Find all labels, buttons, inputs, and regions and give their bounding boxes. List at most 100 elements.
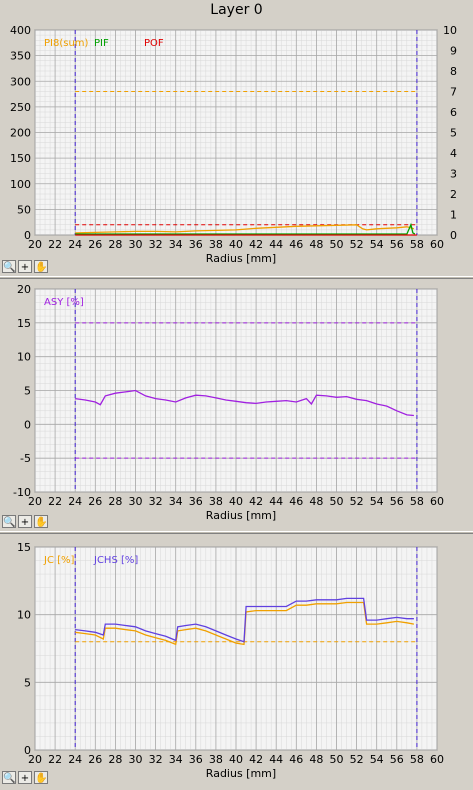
x-tick-label: 50 — [330, 238, 344, 251]
x-tick-label: 52 — [350, 495, 364, 508]
x-tick-label: 38 — [209, 753, 223, 766]
y-tick-label: 350 — [10, 50, 31, 63]
x-tick-label: 48 — [309, 238, 323, 251]
series-line-0 — [75, 601, 415, 646]
y-tick-label: 200 — [10, 127, 31, 140]
x-tick-label: 60 — [430, 495, 444, 508]
chart-pi-errors: 20 22 24 26 28 30 32 34 36 38 40 42 44 46 48 50 52 54 56 58… — [10, 24, 457, 265]
zoom-icon[interactable]: 🔍 — [2, 771, 16, 784]
x-axis-label: Radius [mm] — [206, 252, 276, 265]
series-line-0 — [75, 224, 415, 234]
x-tick-label: 42 — [249, 753, 263, 766]
x-tick-label: 22 — [48, 238, 62, 251]
x-tick-label: 24 — [68, 753, 82, 766]
plus-button[interactable]: + — [18, 260, 32, 273]
x-tick-label: 58 — [410, 495, 424, 508]
legend-entry: PI8(sum) — [44, 38, 89, 49]
legend-entry: POF — [144, 38, 164, 49]
y-tick-label: 5 — [24, 676, 31, 689]
y-tick-label: 0 — [24, 229, 31, 242]
zoom-icon[interactable]: 🔍 — [2, 260, 16, 273]
y2-tick-label: 0 — [450, 229, 457, 242]
plus-button[interactable]: + — [18, 515, 32, 528]
zoom-icon[interactable]: 🔍 — [2, 515, 16, 528]
legend-entry: JC [%] — [43, 555, 75, 566]
x-axis-label: Radius [mm] — [206, 767, 276, 780]
x-tick-label: 44 — [269, 753, 283, 766]
y2-tick-label: 5 — [450, 127, 457, 140]
x-tick-label: 34 — [169, 238, 183, 251]
y2-tick-label: 1 — [450, 209, 457, 222]
x-tick-label: 40 — [229, 753, 243, 766]
x-tick-label: 48 — [309, 495, 323, 508]
y-tick-label: 10 — [17, 609, 31, 622]
x-tick-label: 34 — [169, 753, 183, 766]
x-tick-label: 44 — [269, 495, 283, 508]
legend-entry: JCHS [%] — [93, 555, 138, 566]
x-tick-label: 50 — [330, 495, 344, 508]
x-tick-label: 42 — [249, 238, 263, 251]
divider — [0, 531, 473, 534]
x-tick-label: 36 — [189, 753, 203, 766]
x-tick-label: 46 — [289, 753, 303, 766]
x-tick-label: 58 — [410, 753, 424, 766]
y-tick-label: -10 — [13, 486, 31, 499]
x-tick-label: 38 — [209, 238, 223, 251]
x-tick-label: 26 — [88, 753, 102, 766]
x-tick-label: 20 — [28, 753, 42, 766]
series-line-1 — [75, 597, 414, 643]
x-tick-label: 58 — [410, 238, 424, 251]
x-tick-label: 32 — [149, 238, 163, 251]
x-tick-label: 46 — [289, 495, 303, 508]
x-tick-label: 56 — [390, 753, 404, 766]
y-tick-label: 0 — [24, 418, 31, 431]
y2-tick-label: 6 — [450, 106, 457, 119]
series-line-1 — [75, 222, 416, 235]
x-tick-label: 46 — [289, 238, 303, 251]
chart-asymmetry: 20 22 24 26 28 30 32 34 36 38 40 42 44 46 48 50 52 54 56 58… — [13, 283, 444, 522]
x-tick-label: 56 — [390, 495, 404, 508]
x-tick-label: 22 — [48, 495, 62, 508]
legend-entry: ASY [%] — [44, 297, 84, 308]
plus-button[interactable]: + — [18, 771, 32, 784]
y-tick-label: 300 — [10, 75, 31, 88]
y-tick-label: 10 — [17, 351, 31, 364]
x-tick-label: 26 — [88, 495, 102, 508]
hand-icon[interactable]: ✋ — [34, 771, 48, 784]
toolbar-chart-0: 🔍 + ✋ — [2, 260, 62, 274]
x-tick-label: 42 — [249, 495, 263, 508]
y2-tick-label: 4 — [450, 147, 457, 160]
y-tick-label: 0 — [24, 744, 31, 757]
series-line-0 — [75, 389, 414, 417]
toolbar-chart-1: 🔍 + ✋ — [2, 515, 62, 529]
y-tick-label: 250 — [10, 101, 31, 114]
y-tick-label: -5 — [20, 452, 31, 465]
x-tick-label: 28 — [108, 238, 122, 251]
y-tick-label: 400 — [10, 24, 31, 37]
divider — [0, 276, 473, 279]
toolbar-chart-2: 🔍 + ✋ — [2, 771, 62, 785]
y-tick-label: 50 — [17, 203, 31, 216]
x-tick-label: 30 — [129, 238, 143, 251]
hand-icon[interactable]: ✋ — [34, 260, 48, 273]
x-tick-label: 34 — [169, 495, 183, 508]
legend-entry: PIF — [94, 38, 109, 49]
x-tick-label: 30 — [129, 753, 143, 766]
y-tick-label: 100 — [10, 178, 31, 191]
x-tick-label: 60 — [430, 238, 444, 251]
x-tick-label: 54 — [370, 238, 384, 251]
hand-icon[interactable]: ✋ — [34, 515, 48, 528]
x-tick-label: 52 — [350, 753, 364, 766]
x-tick-label: 54 — [370, 495, 384, 508]
x-tick-label: 22 — [48, 753, 62, 766]
x-tick-label: 48 — [309, 753, 323, 766]
y2-tick-label: 8 — [450, 65, 457, 78]
y2-tick-label: 9 — [450, 45, 457, 58]
x-tick-label: 38 — [209, 495, 223, 508]
x-tick-label: 32 — [149, 753, 163, 766]
y-tick-label: 15 — [17, 541, 31, 554]
x-tick-label: 24 — [68, 495, 82, 508]
x-tick-label: 20 — [28, 238, 42, 251]
x-tick-label: 28 — [108, 753, 122, 766]
y-tick-label: 15 — [17, 317, 31, 330]
